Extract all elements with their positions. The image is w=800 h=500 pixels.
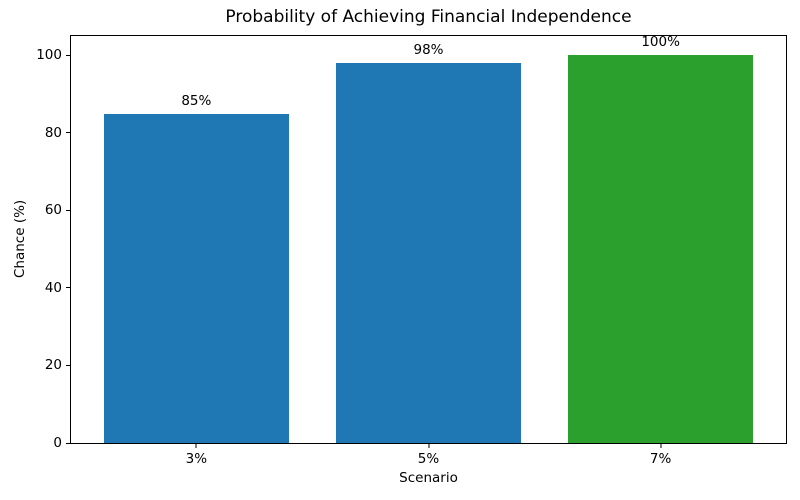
- x-tick-mark: [195, 444, 197, 448]
- bar: [567, 55, 754, 443]
- y-tick-label: 20: [44, 357, 62, 374]
- y-axis-label: Chance (%): [12, 199, 28, 278]
- bar: [103, 113, 290, 443]
- y-tick-label: 0: [53, 435, 62, 451]
- plot-area: 0 20 40 60 80 100 85% 3% 98% 5% 100% 7%: [36, 34, 787, 467]
- y-tick-mark: [66, 287, 70, 289]
- y-tick-mark: [66, 364, 70, 366]
- y-tick-label: 80: [44, 124, 62, 141]
- chart-title: Probability of Achieving Financial Indep…: [225, 7, 632, 27]
- bar-value-label: 98%: [413, 42, 444, 59]
- y-tick-label: 60: [44, 202, 62, 219]
- y-tick-mark: [66, 442, 70, 444]
- y-tick-mark: [66, 54, 70, 56]
- x-tick-label: 7%: [649, 451, 672, 467]
- y-tick-mark: [66, 132, 70, 134]
- bar: [335, 63, 522, 443]
- x-tick-label: 3%: [185, 451, 208, 467]
- bar-value-label: 85%: [181, 92, 212, 109]
- x-tick-label: 5%: [417, 451, 440, 467]
- x-tick-mark: [428, 444, 429, 448]
- y-tick-label: 40: [44, 279, 62, 296]
- bar-value-label: 100%: [641, 34, 680, 51]
- y-tick-label: 100: [36, 47, 62, 64]
- y-tick-mark: [66, 209, 70, 211]
- x-axis-label: Scenario: [399, 470, 458, 486]
- x-tick-mark: [660, 444, 662, 448]
